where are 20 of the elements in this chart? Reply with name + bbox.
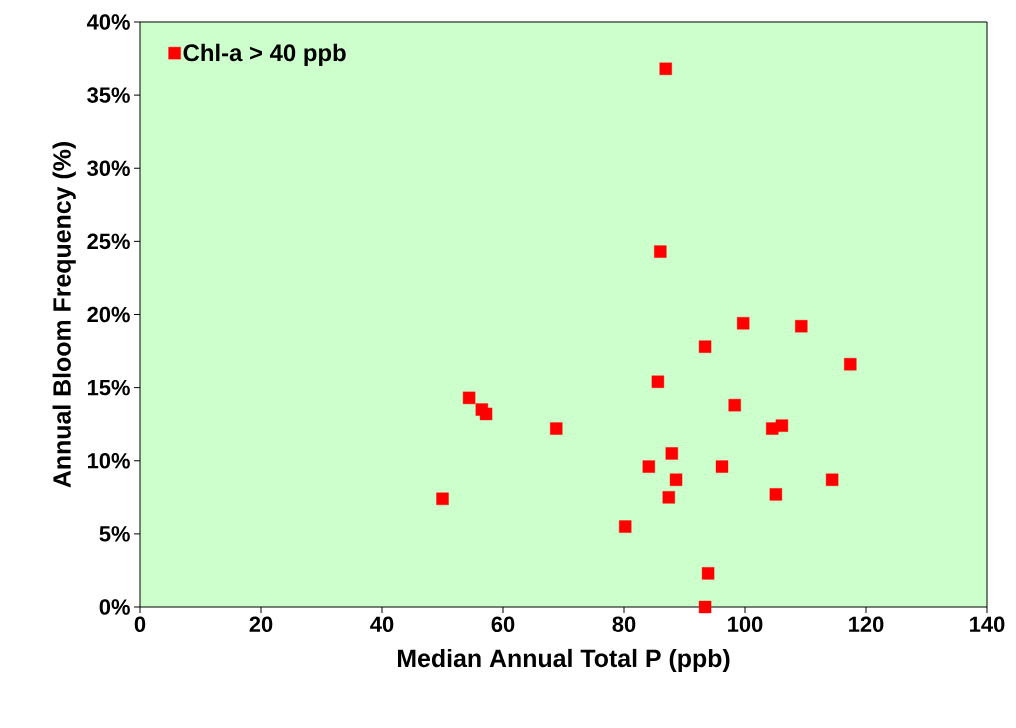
x-tick-label: 80 <box>612 616 636 633</box>
y-tick-label: 0% <box>99 599 130 615</box>
y-axis-title: Annual Bloom Frequency (%) <box>52 142 76 488</box>
x-tick-label: 60 <box>491 616 515 633</box>
y-tick-label: 25% <box>87 233 130 250</box>
y-tick-label: 40% <box>86 14 130 30</box>
x-axis-title: Median Annual Total P (ppb) <box>397 648 730 673</box>
x-tick-label: 40 <box>370 616 394 633</box>
y-tick-label: 5% <box>99 526 130 542</box>
y-tick-label: 15% <box>87 379 130 396</box>
x-tick-label: 20 <box>249 616 273 633</box>
y-tick-label: 35% <box>87 87 130 103</box>
y-tick-label: 10% <box>87 452 130 469</box>
y-tick-label: 20% <box>87 306 130 323</box>
x-tick-label: 140 <box>970 616 1005 633</box>
legend-label: Chl-a > 40 ppb <box>183 43 346 67</box>
x-tick-label: 100 <box>728 616 763 633</box>
x-tick-label: 120 <box>849 616 884 633</box>
y-tick-label: 30% <box>87 160 130 177</box>
x-tick-label: 0 <box>134 616 146 633</box>
